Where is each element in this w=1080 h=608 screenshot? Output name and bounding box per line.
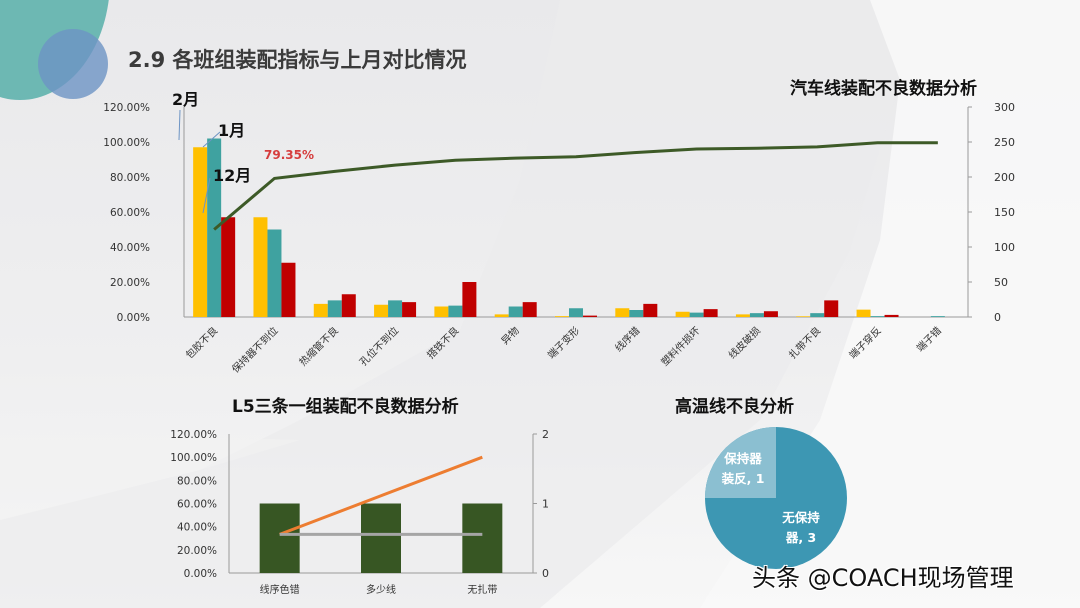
pie-label-b-line2: 器, 3 [785,530,817,545]
bar [522,302,537,317]
watermark: 头条 @COACH现场管理 [752,564,1014,592]
pie-slice-holder-reversed [705,427,776,498]
page-title: 2.9 各班组装配指标与上月对比情况 [128,48,467,72]
bar [884,314,899,317]
y-tick-label: 80.00% [110,172,150,184]
bar [313,303,328,317]
annotation-percentage: 79.35% [264,148,314,162]
y-tick-label: 20.00% [110,277,150,289]
l5-y-tick-label: 120.00% [170,429,217,441]
bar [402,302,417,317]
pie-label-holder-reversed: 保持器 装反, 1 [710,449,776,489]
y-tick-label: 100.00% [103,137,150,149]
y-tick-label: 40.00% [110,242,150,254]
bar [763,311,778,317]
l5-y-tick-label: 40.00% [177,522,217,534]
bar [388,300,403,317]
cumulative-line [213,141,938,231]
bar [508,306,523,317]
bar [281,262,296,317]
bar [629,310,644,317]
bar [870,316,885,317]
bar [796,316,811,317]
bar [856,309,871,317]
bar [689,312,704,317]
bar [374,304,389,317]
annotation-arrow [202,131,221,148]
annotation-arrow [178,109,181,141]
pie-label-no-holder: 无保持 器, 3 [768,508,834,548]
pie-label-b-line1: 无保持 [782,510,820,525]
bar [643,303,658,317]
bar [555,316,569,317]
annotation-arrow [202,177,211,214]
bar [193,147,208,317]
bar [749,313,764,317]
bar [675,311,690,317]
l5-y-tick-label: 60.00% [177,499,217,511]
l5-y2-tick-label: 1 [542,498,549,511]
l5-y-tick-label: 80.00% [177,475,217,487]
l5-y2-tick-label: 2 [542,428,549,441]
bar [341,294,356,317]
chart1-title: 汽车线装配不良数据分析 [790,79,977,99]
l5-bar [361,503,401,573]
bar [267,229,282,317]
l5-y-tick-label: 0.00% [184,568,217,580]
l5-y-tick-label: 100.00% [170,452,217,464]
bar [615,308,630,317]
bar [221,217,236,317]
chart2-title: L5三条一组装配不良数据分析 [232,397,459,417]
annotation-feb: 2月 [172,90,200,109]
bar [583,315,597,317]
bar [703,309,718,317]
pie-label-a-line2: 装反, 1 [721,471,765,486]
y-tick-label: 120.00% [103,102,150,114]
bar [569,308,583,317]
y2-tick-label: 0 [994,311,1001,324]
y2-tick-label: 100 [994,241,1015,254]
l5-line [279,455,483,536]
bar [462,282,477,317]
annotation-jan: 1月 [218,121,246,140]
chart3-title: 高温线不良分析 [675,397,794,417]
y2-tick-label: 200 [994,171,1015,184]
y2-tick-label: 150 [994,206,1015,219]
bar [735,314,750,317]
pie-label-a-line1: 保持器 [724,451,762,466]
l5-x-tick-label: 无扎带 [467,583,497,596]
bar [824,300,839,317]
l5-x-tick-label: 线序色错 [260,583,300,596]
l5-y-tick-label: 20.00% [177,545,217,557]
bar [253,217,268,317]
bar [930,316,945,317]
y-tick-label: 0.00% [117,312,150,324]
bar [327,300,342,317]
bar [448,305,463,317]
bar [494,314,509,317]
l5-bar [259,503,300,573]
y2-tick-label: 250 [994,136,1015,149]
bar [434,306,449,317]
decor-circle-blue [38,29,108,99]
bar [810,313,825,317]
annotation-dec: 12月 [213,166,252,185]
y2-tick-label: 50 [994,276,1008,289]
l5-x-tick-label: 多少线 [366,583,396,596]
l5-bar [462,503,503,573]
y-tick-label: 60.00% [110,207,150,219]
l5-y2-tick-label: 0 [542,567,549,580]
y2-tick-label: 300 [994,101,1015,114]
